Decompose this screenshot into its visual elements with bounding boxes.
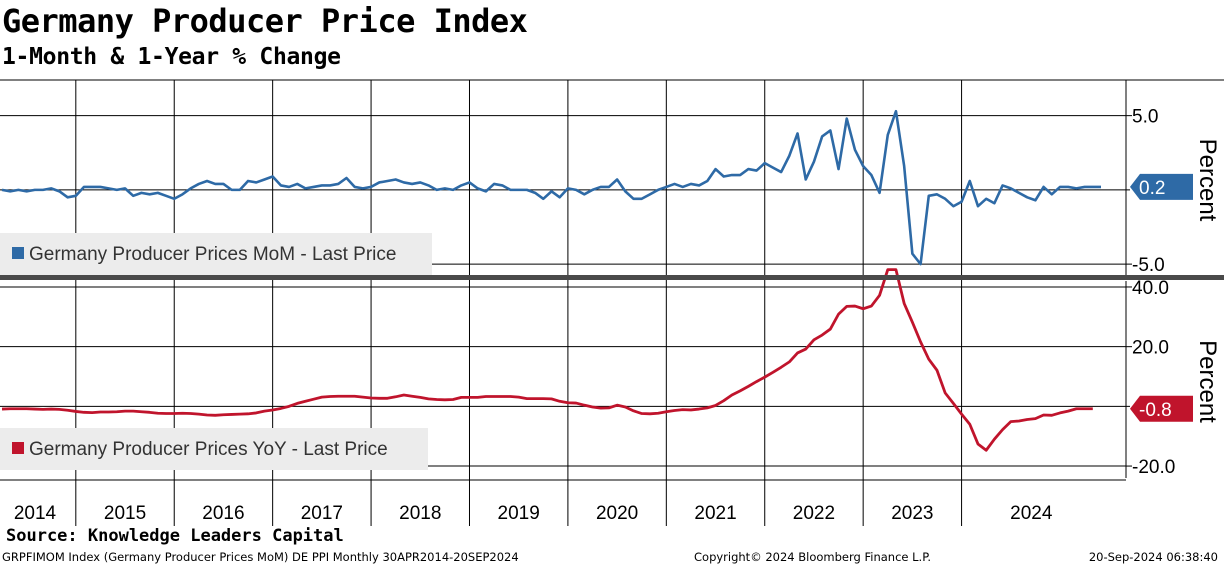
legend-swatch: [12, 442, 24, 454]
x-tick-label: 2017: [301, 503, 343, 524]
y-tick-label: 40.0: [1132, 278, 1169, 299]
legend-label: Germany Producer Prices YoY - Last Price: [29, 439, 388, 460]
x-tick-label: 2023: [891, 503, 933, 524]
x-tick-label: 2024: [1010, 503, 1053, 524]
last-value-tag: 0.2: [1130, 173, 1193, 200]
chart-area: 2014 2015 2016 2017 2018 2019 2020 2021 2022 2023…: [0, 79, 1224, 526]
last-value-tag: -0.8: [1130, 395, 1193, 422]
x-tick-label: 2014: [14, 503, 57, 524]
y-axis-title: Percent: [1194, 340, 1221, 423]
x-tick-label: 2019: [498, 503, 540, 524]
legend-background: [0, 233, 432, 275]
x-tick-label: 2018: [399, 503, 441, 524]
x-tick-label: 2015: [104, 503, 146, 524]
last-value-tag-shape: [1130, 395, 1193, 422]
legend-swatch: [12, 247, 24, 259]
legend-label: Germany Producer Prices MoM - Last Price: [29, 244, 396, 265]
y-axis-title: Percent: [1194, 139, 1221, 222]
chart-title: Germany Producer Price Index: [2, 2, 528, 40]
last-value-tag-shape: [1130, 173, 1193, 200]
footer-index-info: GRPFIMOM Index (Germany Producer Prices …: [2, 550, 519, 564]
x-tick-label: 2021: [694, 503, 736, 524]
last-value-label: 0.2: [1139, 178, 1165, 199]
y-tick-label: 5.0: [1132, 107, 1158, 128]
mom-series-line: [1, 109, 1101, 266]
last-value-label: -0.8: [1139, 400, 1172, 421]
yoy-series-line: [1, 268, 1093, 452]
panel-divider: [0, 275, 1224, 280]
y-tick-label: -20.0: [1132, 457, 1175, 478]
x-tick-label: 2016: [202, 503, 244, 524]
footer-timestamp: 20-Sep-2024 06:38:40: [1088, 550, 1218, 564]
legend: Germany Producer Prices MoM - Last Price: [0, 233, 432, 275]
x-tick-label: 2022: [793, 503, 835, 524]
y-tick-label: 20.0: [1132, 338, 1169, 359]
legend-background: [0, 428, 428, 470]
y-tick-label: -5.0: [1132, 255, 1165, 276]
x-tick-label: 2020: [596, 503, 638, 524]
legend: Germany Producer Prices YoY - Last Price: [0, 428, 428, 470]
chart-subtitle: 1-Month & 1-Year % Change: [2, 44, 341, 70]
source-note: Source: Knowledge Leaders Capital: [6, 526, 344, 546]
footer-copyright: Copyright© 2024 Bloomberg Finance L.P.: [694, 550, 931, 564]
